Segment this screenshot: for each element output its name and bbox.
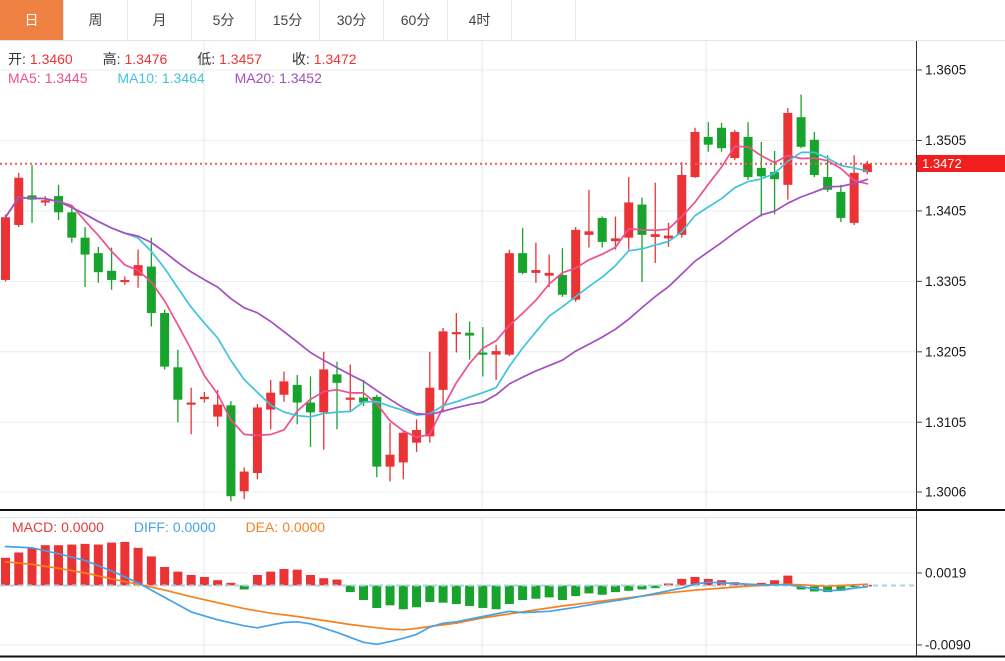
high-value: 1.3476 xyxy=(124,51,168,67)
tab-30min[interactable]: 30分 xyxy=(320,0,384,40)
svg-text:1.3105: 1.3105 xyxy=(925,415,966,430)
low-label: 低: xyxy=(197,51,216,67)
tabbar-filler xyxy=(512,0,576,40)
ma10-value: 1.3464 xyxy=(161,70,205,86)
diff-label: DIFF: xyxy=(133,519,169,535)
macd-value: 0.0000 xyxy=(61,519,104,535)
tab-15min[interactable]: 15分 xyxy=(256,0,320,40)
dea-label: DEA: xyxy=(245,519,279,535)
svg-text:1.3505: 1.3505 xyxy=(925,133,966,148)
tab-day[interactable]: 日 xyxy=(0,0,64,40)
svg-text:1.3605: 1.3605 xyxy=(925,63,966,78)
tab-month[interactable]: 月 xyxy=(128,0,192,40)
tab-week[interactable]: 周 xyxy=(64,0,128,40)
close-label: 收: xyxy=(291,51,310,67)
low-value: 1.3457 xyxy=(219,51,262,67)
ma20-value: 1.3452 xyxy=(279,70,322,86)
dea-value: 0.0000 xyxy=(282,519,326,535)
period-tabbar: 日 周 月 5分 15分 30分 60分 4时 xyxy=(0,0,1005,41)
macd-readout: MACD: 0.0000 DIFF: 0.0000 DEA: 0.0000 xyxy=(12,519,329,535)
svg-text:0.0019: 0.0019 xyxy=(925,565,966,580)
svg-text:1.3205: 1.3205 xyxy=(925,344,966,359)
tab-60min[interactable]: 60分 xyxy=(384,0,448,40)
svg-text:-0.0090: -0.0090 xyxy=(925,637,971,652)
macd-label: MACD: xyxy=(12,519,58,535)
svg-text:1.3405: 1.3405 xyxy=(925,203,966,218)
close-value: 1.3472 xyxy=(313,51,357,67)
tab-4hour[interactable]: 4时 xyxy=(448,0,512,40)
open-label: 开: xyxy=(8,51,26,67)
ma20-label: MA20: xyxy=(234,70,276,86)
ma5-label: MA5: xyxy=(8,70,41,86)
high-label: 高: xyxy=(102,51,121,67)
diff-value: 0.0000 xyxy=(172,519,216,535)
ma-readout: MA5: 1.3445 MA10: 1.3464 MA20: 1.3452 xyxy=(8,70,326,86)
ma10-label: MA10: xyxy=(117,70,158,86)
svg-text:1.3006: 1.3006 xyxy=(925,485,966,500)
open-value: 1.3460 xyxy=(29,51,73,67)
tab-5min[interactable]: 5分 xyxy=(192,0,256,40)
ma5-value: 1.3445 xyxy=(44,70,88,86)
last-price-badge: 1.3472 xyxy=(917,155,1005,172)
ohlc-readout: 开: 1.3460 高: 1.3476 低: 1.3457 收: 1.3472 xyxy=(8,49,361,69)
svg-text:1.3305: 1.3305 xyxy=(925,274,966,289)
